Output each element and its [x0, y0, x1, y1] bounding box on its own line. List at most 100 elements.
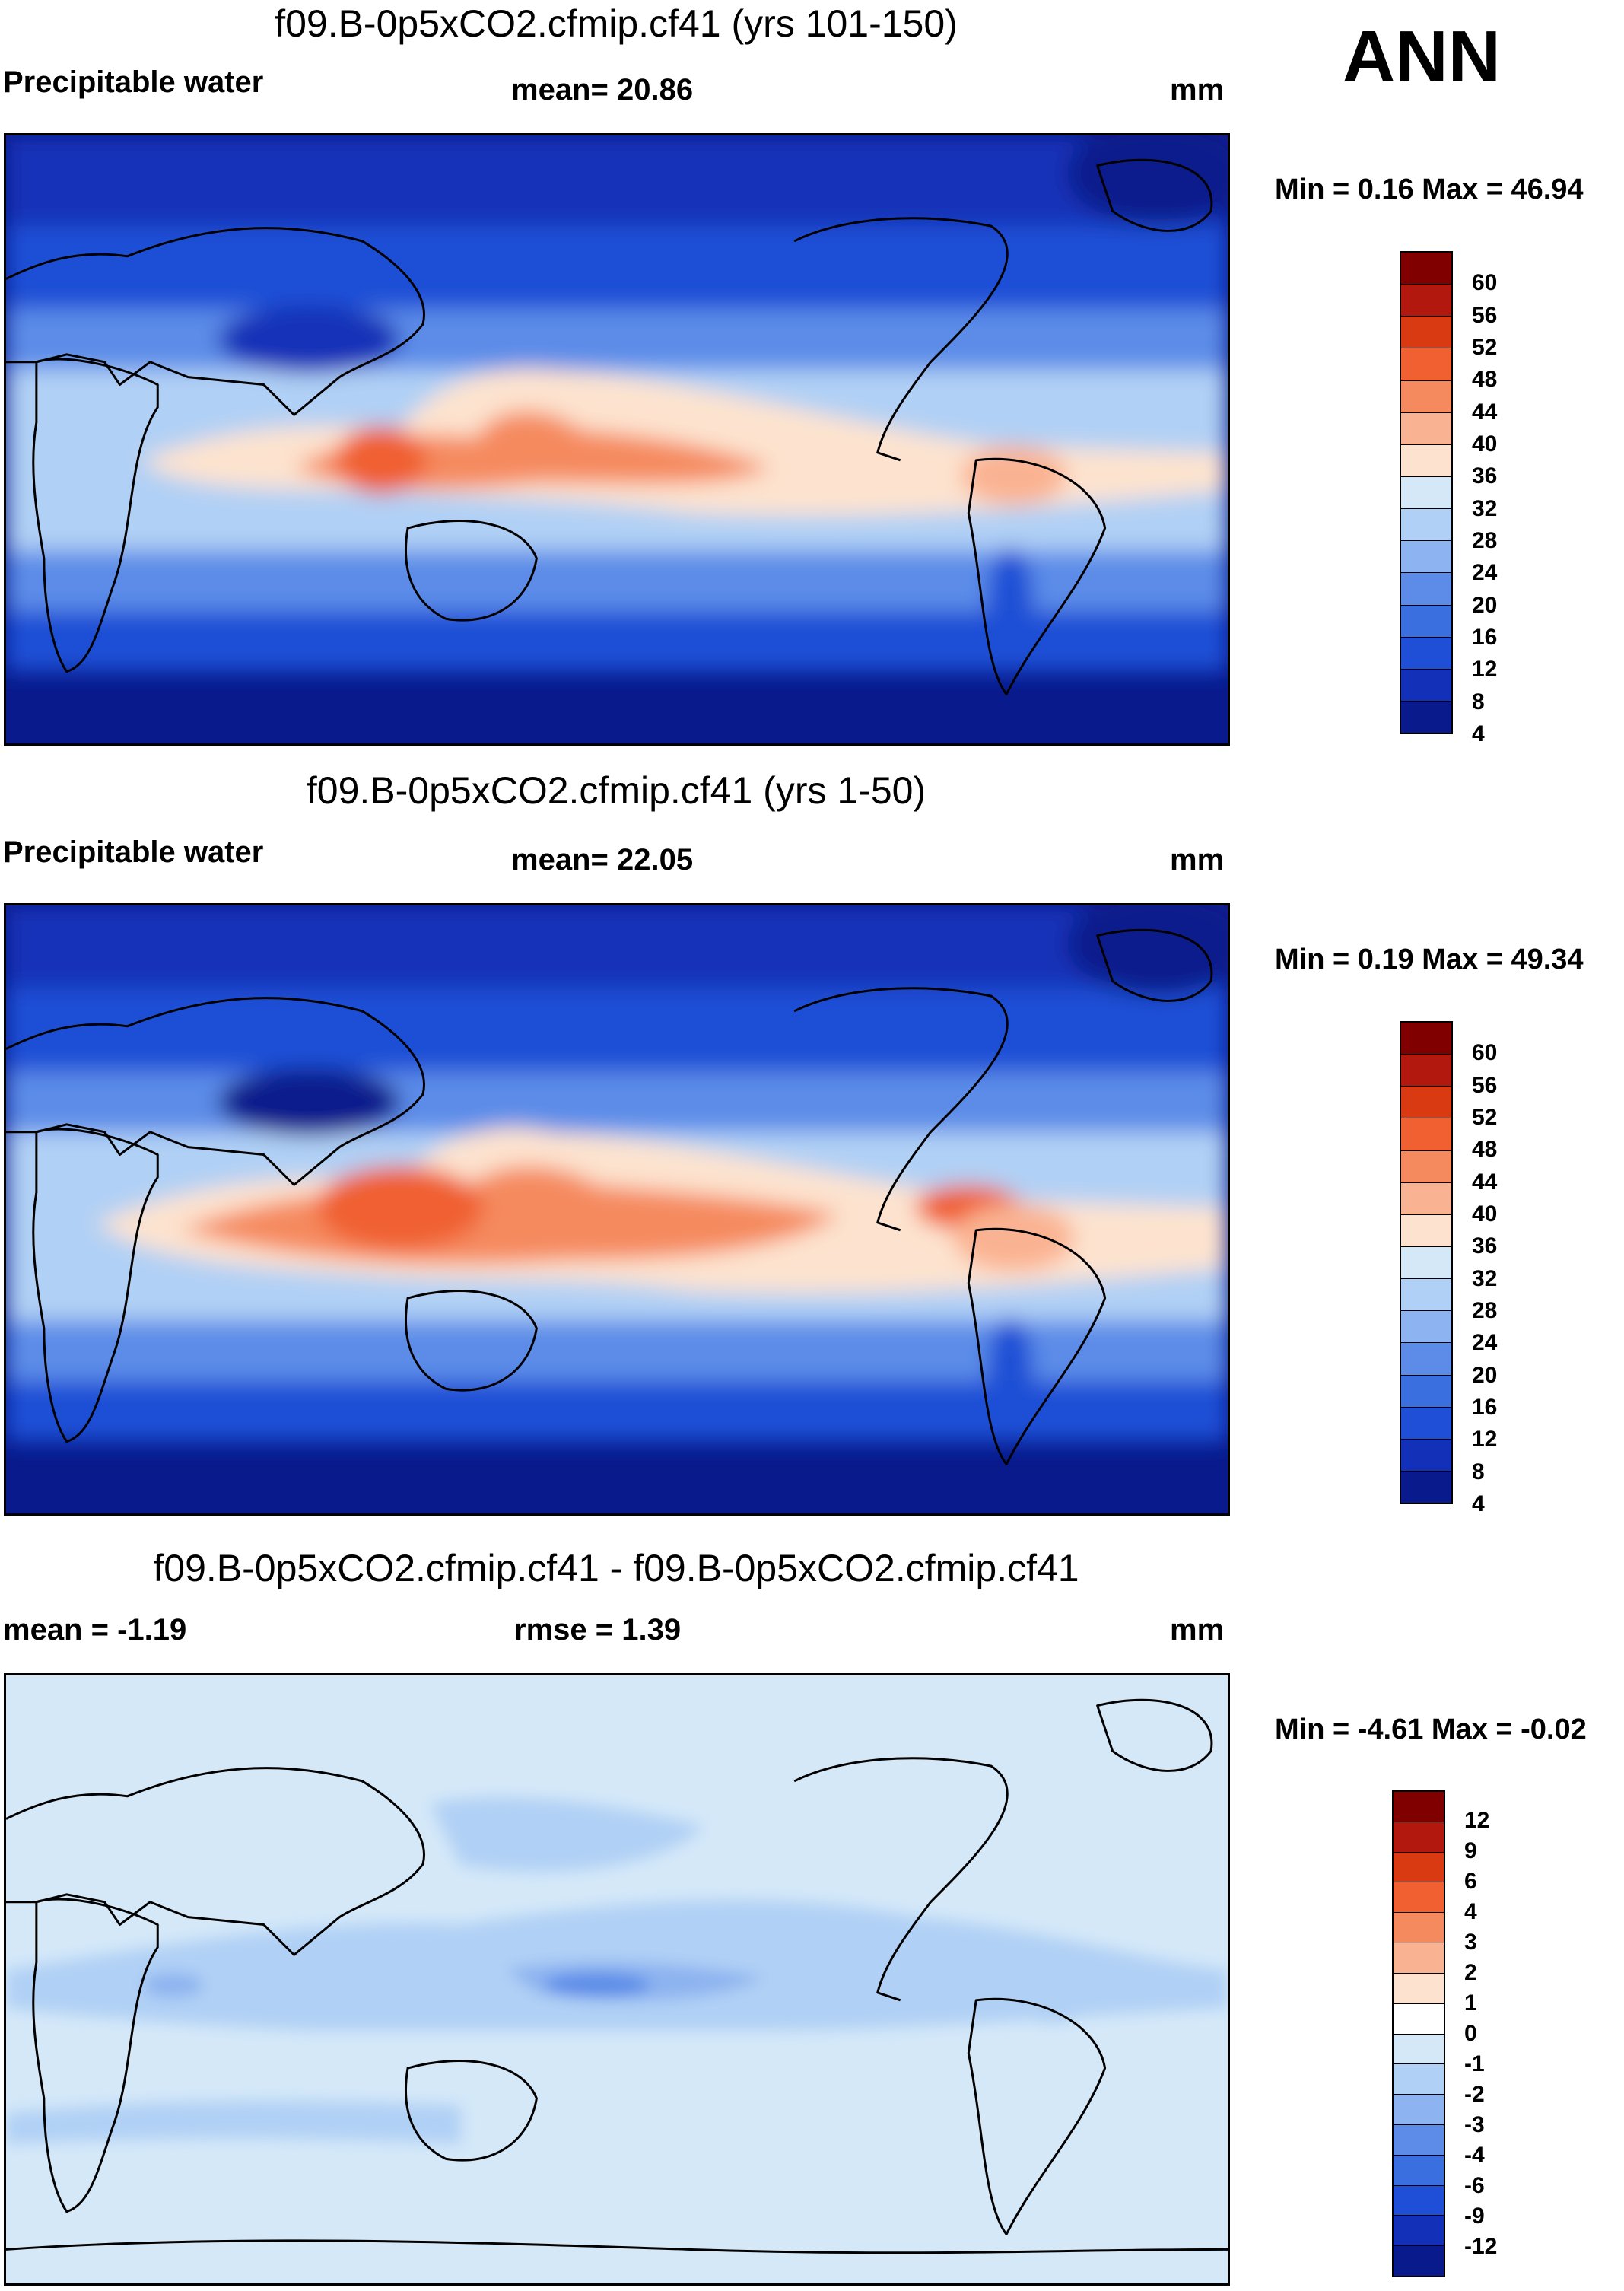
panel-3-units-label: mm — [1170, 1613, 1225, 1647]
panel-3-colorbar-swatch — [1394, 1852, 1444, 1883]
panel-1-colorbar-label: 28 — [1472, 528, 1498, 553]
field-north-pacific-minus-2 — [430, 1797, 704, 1872]
panel-2-colorbar-label: 32 — [1472, 1265, 1498, 1291]
field-pacific-minus-4 — [544, 1973, 650, 1997]
panel-1-colorbar-label: 40 — [1472, 431, 1498, 457]
panel-1-colorbar-swatch — [1401, 509, 1451, 542]
panel-1-colorbar-label: 24 — [1472, 560, 1498, 586]
field-tibet-dry — [218, 1068, 401, 1136]
field-maritime-continent-peak — [316, 1166, 484, 1249]
panel-2-colorbar-swatch — [1401, 1150, 1451, 1183]
coast-australia — [405, 1290, 538, 1392]
panel-1-colorbar-swatch — [1401, 380, 1451, 413]
coastlines — [6, 928, 1213, 1465]
panel-1-colorbar-swatch — [1401, 444, 1451, 477]
field-band-north-subtropics — [6, 309, 1228, 370]
field-band-north-mid — [6, 226, 1228, 310]
panel-2-colorbar-label: 56 — [1472, 1072, 1498, 1098]
panel-2-colorbar-label: 52 — [1472, 1105, 1498, 1130]
field-andes-dry — [987, 1316, 1033, 1423]
coast-eurasia — [6, 1767, 425, 1956]
panel-3-colorbar-label: 12 — [1464, 1808, 1490, 1833]
panel-3-colorbar-swatch — [1394, 1822, 1444, 1853]
panel-2-colorbar-label: 36 — [1472, 1233, 1498, 1259]
field-indian-ocean-minus-3 — [142, 1973, 204, 1997]
panel-1-colorbar-swatch — [1401, 605, 1451, 638]
coast-australia — [405, 2060, 538, 2162]
panel-2-colorbar-label: 44 — [1472, 1169, 1498, 1195]
panel-3-colorbar — [1392, 1790, 1445, 2277]
panel-2-colorbar-label: 24 — [1472, 1330, 1498, 1356]
panel-2-colorbar-label: 16 — [1472, 1395, 1498, 1420]
panel-2-minmax-label: Min = 0.19 Max = 49.34 — [1275, 943, 1584, 975]
panel-3-colorbar-swatch — [1394, 1792, 1444, 1822]
panel-2-colorbar-label: 8 — [1472, 1459, 1485, 1484]
panel-3-rmse-label: rmse = 1.39 — [514, 1613, 682, 1647]
panel-3-colorbar-swatch — [1394, 2185, 1444, 2216]
panel-3-colorbar-label: -12 — [1464, 2234, 1498, 2259]
panel-3-colorbar-swatch — [1394, 1882, 1444, 1914]
panel-1-colorbar-swatch — [1401, 701, 1451, 733]
panel-2-colorbar-swatch — [1401, 1055, 1451, 1087]
panel-2-map — [4, 903, 1230, 1516]
panel-3-colorbar-label: -9 — [1464, 2203, 1485, 2229]
panel-2-colorbar-swatch — [1401, 1375, 1451, 1408]
panel-1-title: f09.B-0p5xCO2.cfmip.cf41 (yrs 101-150) — [275, 2, 958, 45]
panel-3-colorbar-swatch — [1394, 2246, 1444, 2276]
coast-north-america — [793, 1757, 1009, 2002]
field-band-north-mid — [6, 988, 1228, 1072]
panel-1-map — [4, 133, 1230, 746]
panel-2-colorbar-swatch — [1401, 1439, 1451, 1472]
panel-1-minmax-label: Min = 0.16 Max = 46.94 — [1275, 173, 1584, 205]
panel-1-colorbar-swatch — [1401, 285, 1451, 317]
panel-3-colorbar-swatch — [1394, 2064, 1444, 2095]
panel-2-colorbar-swatch — [1401, 1214, 1451, 1247]
coast-greenland — [1096, 158, 1213, 232]
field-band-north-high — [6, 135, 1228, 227]
panel-1-colorbar-swatch — [1401, 573, 1451, 606]
coast-africa — [32, 358, 159, 673]
panel-2-colorbar-swatch — [1401, 1023, 1451, 1055]
coast-north-america — [793, 987, 1009, 1232]
panel-2-colorbar-swatch — [1401, 1471, 1451, 1503]
panel-3-colorbar-swatch — [1394, 1943, 1444, 1974]
panel-1-colorbar-swatch — [1401, 412, 1451, 445]
panel-1-colorbar-labels: 60 56 52 48 44 40 36 32 28 24 20 16 12 8… — [1472, 251, 1563, 746]
coast-africa — [32, 1898, 159, 2213]
coastlines — [6, 1698, 1228, 2254]
panel-3-colorbar-label: -1 — [1464, 2051, 1485, 2076]
panel-2-colorbar-swatch — [1401, 1087, 1451, 1119]
panel-2-colorbar-swatch — [1401, 1311, 1451, 1344]
panel-2-colorbar-label: 48 — [1472, 1137, 1498, 1163]
panel-2-colorbar-label: 40 — [1472, 1201, 1498, 1227]
panel-1-colorbar-label: 36 — [1472, 463, 1498, 489]
panel-2-colorbar-swatch — [1401, 1279, 1451, 1312]
panel-2-colorbar-swatch — [1401, 1182, 1451, 1215]
panel-1-colorbar-label: 32 — [1472, 495, 1498, 521]
panel-3-colorbar-labels: 12 9 6 4 3 2 1 0 -1 -2 -3 -4 -6 -9 -12 — [1464, 1790, 1556, 2277]
coastlines — [6, 158, 1213, 695]
field-greenland-dry — [1066, 905, 1228, 997]
coast-africa — [32, 1128, 159, 1443]
field-band-south-mid — [6, 1381, 1228, 1442]
panel-2-units-label: mm — [1170, 843, 1225, 877]
panel-3-colorbar-swatch — [1394, 1913, 1444, 1944]
panel-2-colorbar-swatch — [1401, 1343, 1451, 1376]
panel-1-colorbar-label: 16 — [1472, 625, 1498, 650]
field-amazon-minus-2 — [1006, 1962, 1098, 2023]
field-tibet-dry — [218, 305, 401, 374]
panel-3-mean-label: mean = -1.19 — [3, 1613, 187, 1647]
panel-3-colorbar-label: 2 — [1464, 1960, 1477, 1985]
panel-3-colorbar-swatch — [1394, 2216, 1444, 2247]
panel-1-colorbar-swatch — [1401, 637, 1451, 670]
field-warm-pool-core — [180, 1166, 840, 1265]
panel-1-mean-label: mean= 20.86 — [511, 73, 694, 107]
panel-3-colorbar-label: -6 — [1464, 2173, 1485, 2198]
panel-1-variable-label: Precipitable water — [3, 65, 264, 99]
panel-1-colorbar-label: 20 — [1472, 592, 1498, 618]
panel-2-colorbar — [1400, 1021, 1453, 1504]
panel-1-colorbar-label: 52 — [1472, 335, 1498, 360]
season-label: ANN — [1343, 16, 1501, 97]
panel-2-colorbar-swatch — [1401, 1118, 1451, 1151]
panel-3-colorbar-label: -3 — [1464, 2112, 1485, 2137]
